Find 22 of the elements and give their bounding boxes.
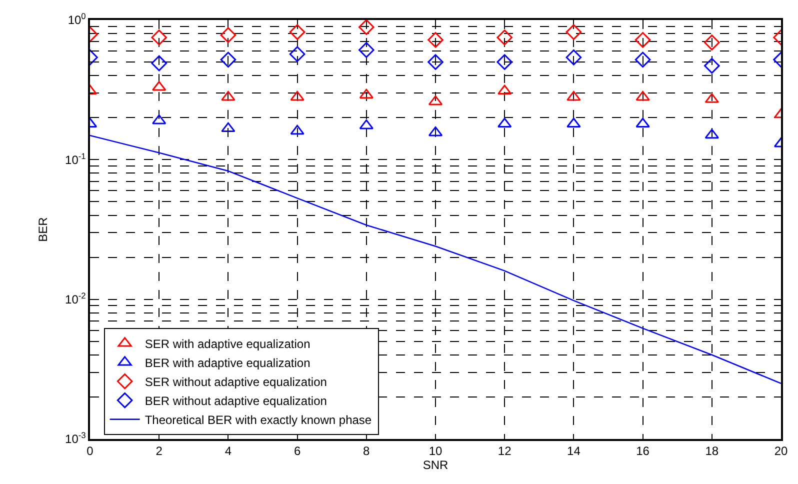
x-tick-label: 20 — [774, 444, 788, 458]
x-tick-label: 12 — [498, 444, 512, 458]
y-tick-label: 10$^{0}$ — [68, 11, 86, 28]
y-tick-label: 10$^{-2}$ — [65, 290, 86, 307]
x-tick-label: 10 — [428, 444, 442, 458]
legend-label: SER without adaptive equalization — [144, 374, 327, 389]
x-tick-label: 8 — [363, 444, 370, 458]
x-tick-label: 6 — [294, 444, 301, 458]
x-tick-label: 4 — [224, 444, 232, 458]
x-tick-label: 0 — [86, 444, 94, 458]
x-tick-label: 2 — [156, 444, 163, 458]
y-tick-label: 10$^{-1}$ — [65, 150, 86, 167]
legend-label: BER without adaptive equalization — [144, 394, 327, 408]
x-tick-label: 16 — [636, 444, 650, 458]
legend-label: SER with adaptive equalization — [144, 336, 310, 351]
legend-label: Theoretical BER with exactly known phase — [144, 412, 372, 427]
x-axis-title: SNR — [422, 458, 448, 472]
y-tick-label: 10$^{-3}$ — [65, 430, 86, 446]
x-tick-label: 14 — [567, 444, 581, 458]
y-axis-title: BER — [36, 216, 50, 242]
x-tick-label: 18 — [705, 444, 719, 458]
legend-label: BER with adaptive equalization — [144, 356, 310, 370]
